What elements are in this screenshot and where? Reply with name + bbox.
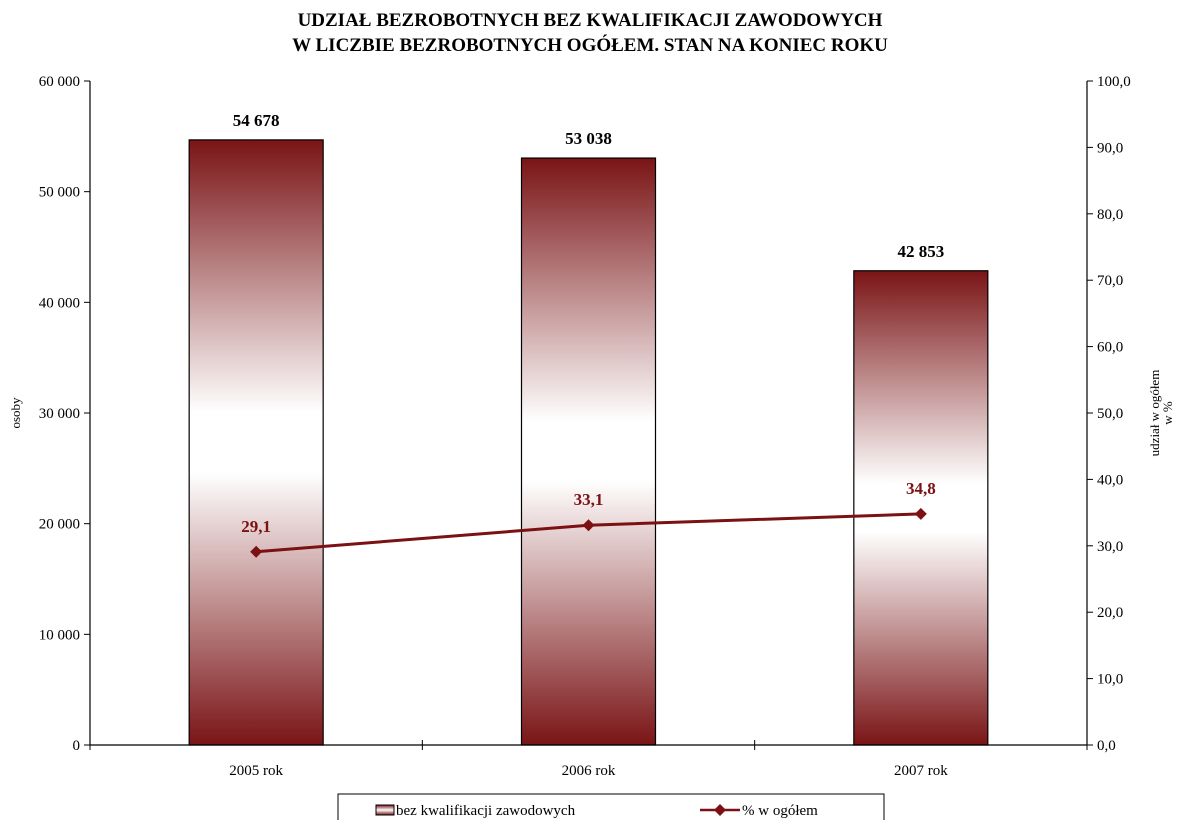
y2-tick-label-5: 50,0 (1097, 406, 1123, 422)
bars-group (188, 139, 989, 746)
labels-group: 54 678 53 038 42 853 29,1 33,1 34,8 (233, 111, 944, 536)
y2-tick-label-1: 10,0 (1097, 672, 1123, 688)
y2-tick-label-7: 70,0 (1097, 273, 1123, 289)
legend-bar-swatch (375, 804, 395, 816)
y2-tick-label-4: 40,0 (1097, 472, 1123, 488)
line-value-label-2: 34,8 (906, 479, 936, 498)
y-tick-label-6: 60 000 (39, 74, 80, 90)
bar-value-label-2: 42 853 (897, 242, 944, 261)
y-tick-label-5: 50 000 (39, 185, 80, 201)
y2-axis-label-line-2: w % (1160, 401, 1175, 425)
legend-frame (337, 793, 885, 820)
line-value-label-1: 33,1 (574, 490, 604, 509)
bar-value-label-0: 54 678 (233, 111, 280, 130)
x-tick-label-0: 2005 rok (229, 763, 283, 779)
y-axis-label: osoby (8, 397, 23, 429)
line-value-label-0: 29,1 (241, 517, 271, 536)
y-tick-label-1: 10 000 (39, 627, 80, 643)
y2-tick-label-6: 60,0 (1097, 340, 1123, 356)
x-tick-label-1: 2006 rok (562, 763, 616, 779)
y2-tick-label-8: 80,0 (1097, 207, 1123, 223)
axes-group: 0 10 000 20 000 30 000 40 000 50 000 60 000 0,0… (39, 74, 1131, 779)
y-tick-label-4: 40 000 (39, 295, 80, 311)
line-point-1 (582, 519, 595, 532)
chart-title-line-1: UDZIAŁ BEZROBOTNYCH BEZ KWALIFIKACJI ZAW… (298, 10, 883, 31)
line-point-0 (250, 545, 263, 558)
line-series-group (250, 507, 927, 558)
line-point-2 (914, 507, 927, 520)
y-tick-label-2: 20 000 (39, 517, 80, 533)
y2-axis-label-line-1: udział w ogółem (1147, 370, 1162, 457)
y2-tick-label-3: 30,0 (1097, 539, 1123, 555)
bar-1 (520, 157, 657, 746)
bar-0 (188, 139, 324, 746)
bar-2 (853, 270, 989, 746)
legend-line-label: % w ogółem (742, 803, 818, 819)
y2-tick-label-2: 20,0 (1097, 605, 1123, 621)
legend: bez kwalifikacji zawodowych % w ogółem (337, 793, 885, 820)
y-tick-label-0: 0 (73, 738, 81, 754)
legend-line-marker (714, 804, 726, 816)
x-tick-label-2: 2007 rok (894, 763, 948, 779)
y2-tick-label-9: 90,0 (1097, 140, 1123, 156)
y-tick-label-3: 30 000 (39, 406, 80, 422)
y2-tick-label-0: 0,0 (1097, 738, 1116, 754)
bar-value-label-1: 53 038 (565, 129, 612, 148)
chart-title-line-2: W LICZBIE BEZROBOTNYCH OGÓŁEM. STAN NA K… (292, 34, 888, 56)
legend-bar-label: bez kwalifikacji zawodowych (396, 803, 576, 819)
y2-tick-label-10: 100,0 (1097, 74, 1131, 90)
